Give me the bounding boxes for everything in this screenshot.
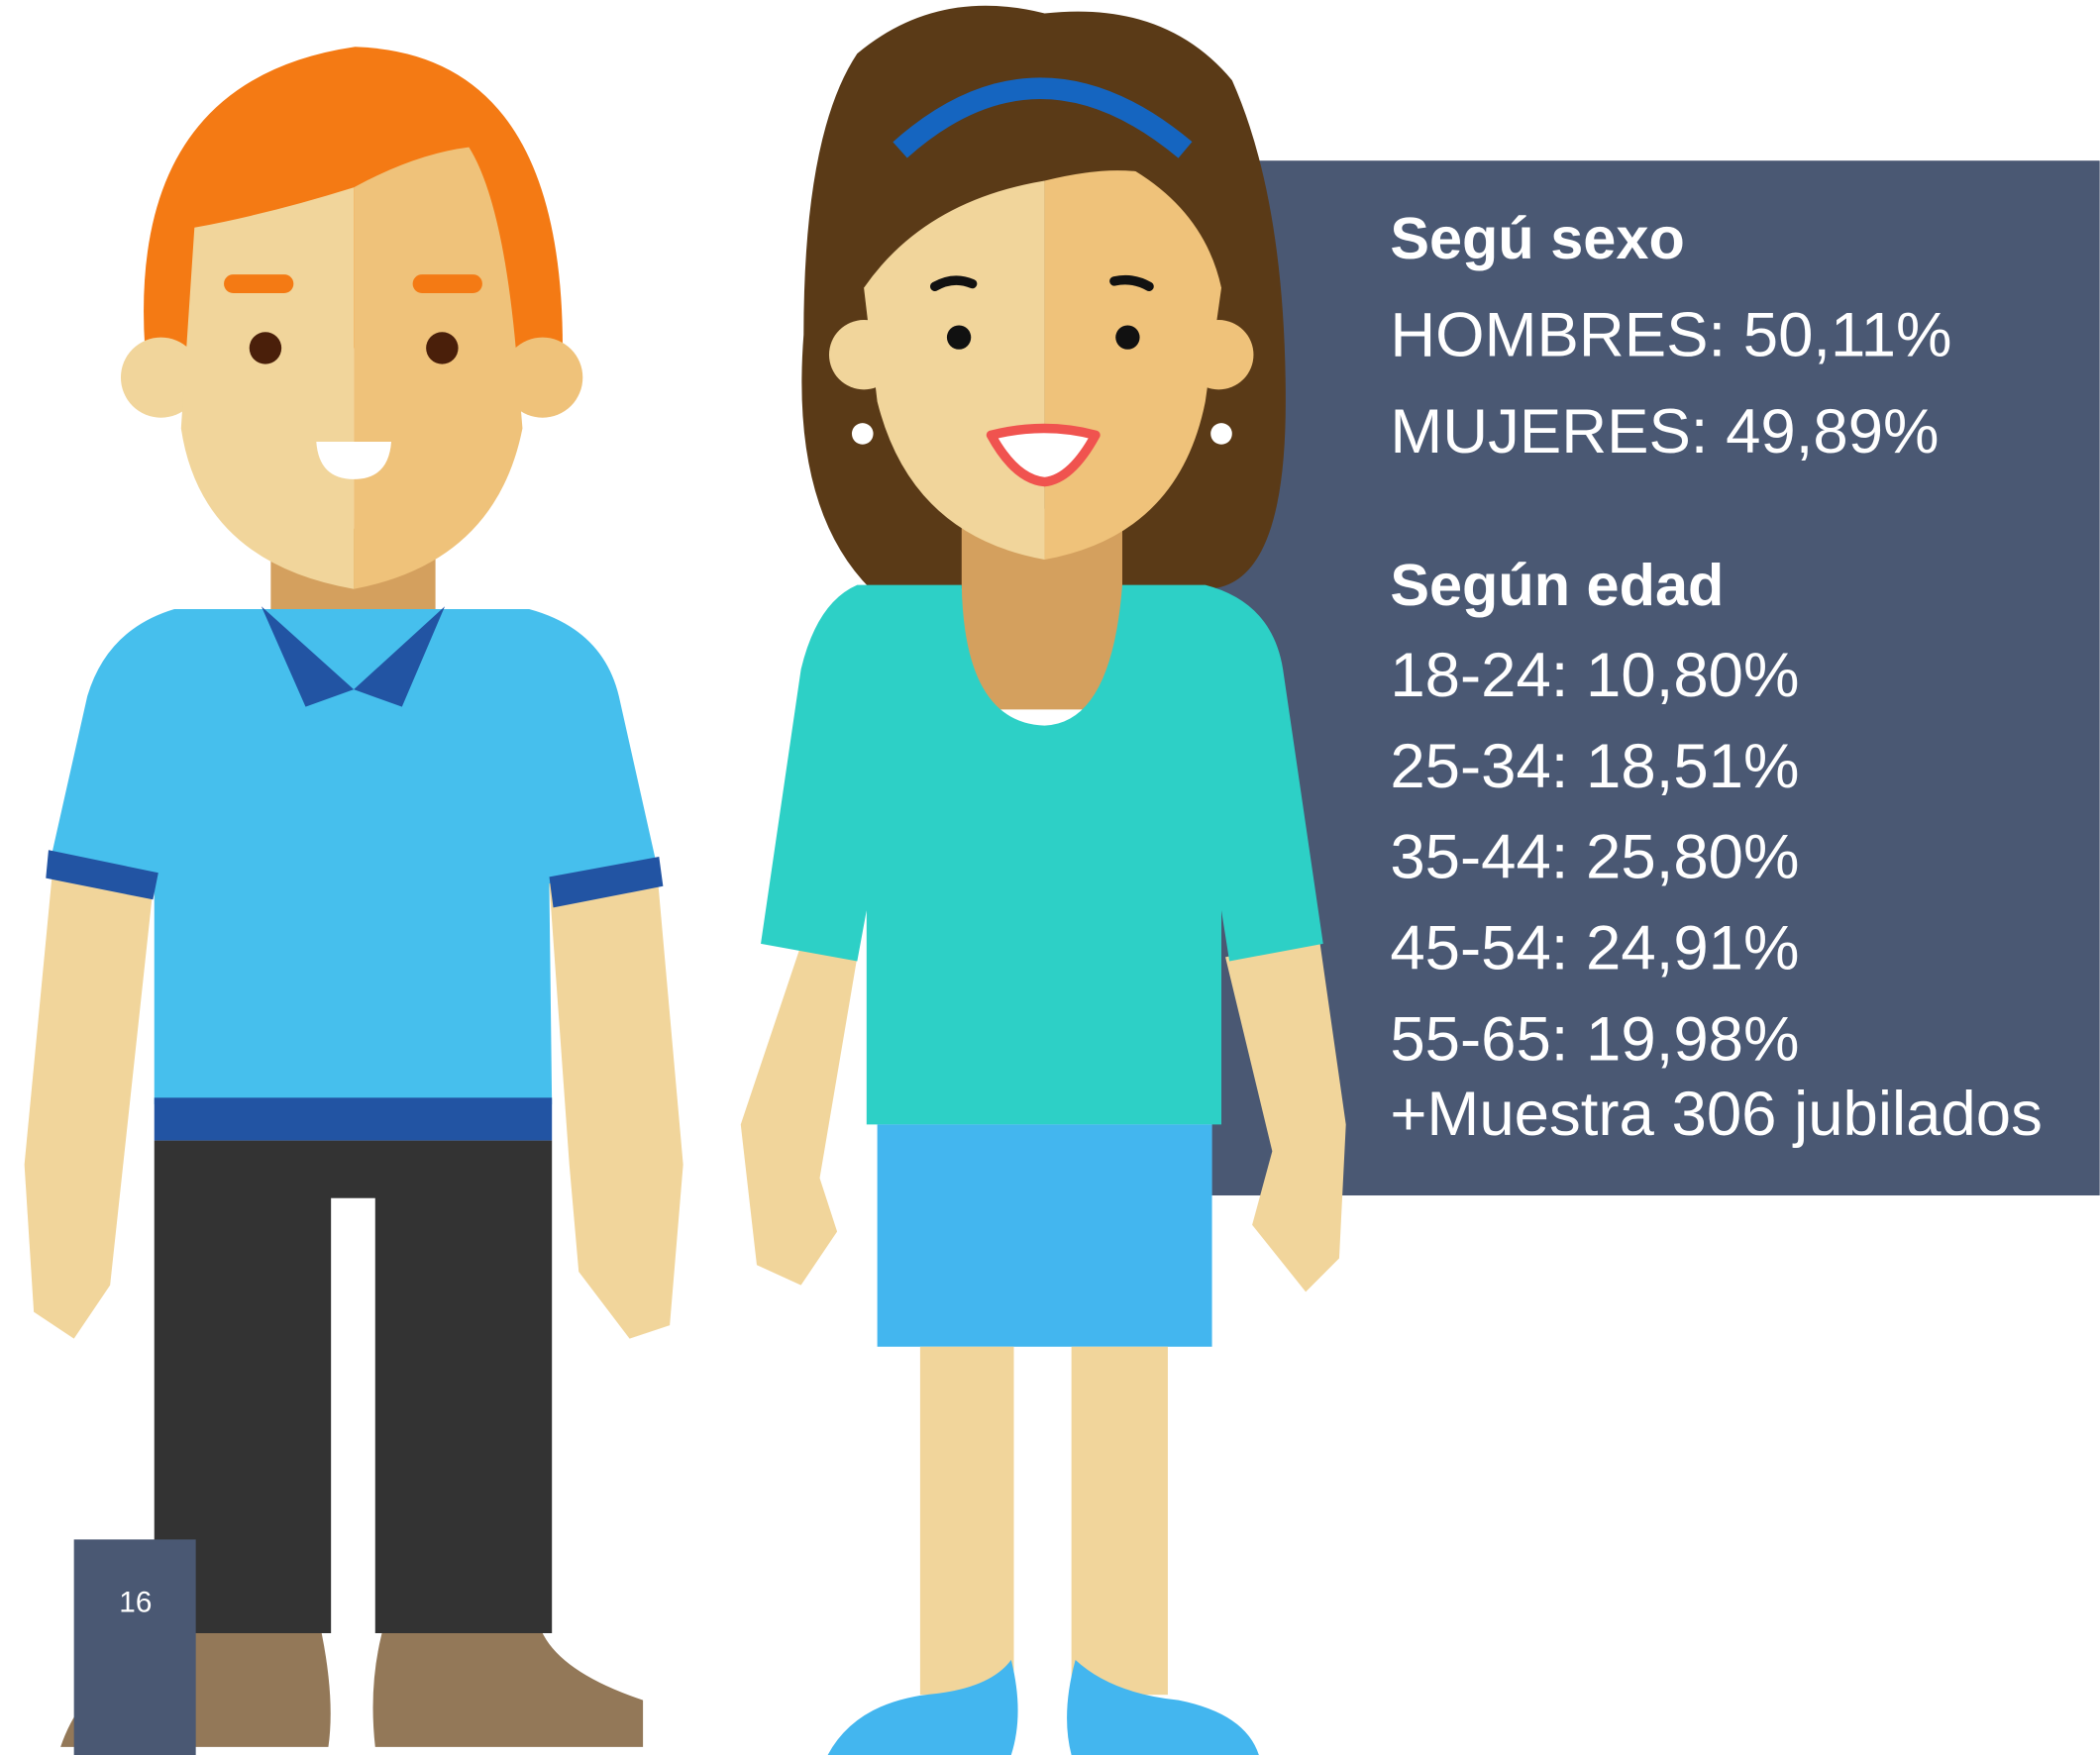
- belt: [155, 1097, 552, 1140]
- stat-line: MUJERES: 49,89%: [1390, 396, 1939, 466]
- leg: [920, 1347, 1014, 1695]
- eye: [947, 325, 971, 349]
- eyebrow: [413, 274, 482, 293]
- right-arm: [549, 864, 682, 1339]
- page-number: 16: [119, 1586, 152, 1618]
- page: 16 Segú sexo HOMBRES: 50,11% MUJERES: 49…: [0, 0, 2100, 1755]
- face-left: [181, 187, 354, 588]
- eye: [426, 332, 458, 363]
- woman-figure: [741, 6, 1346, 1755]
- stat-line: +Muestra 306 jubilados: [1390, 1079, 2043, 1149]
- section-heading: Segú sexo: [1390, 205, 1684, 271]
- earring: [1210, 423, 1232, 445]
- stat-line: HOMBRES: 50,11%: [1390, 300, 1951, 370]
- man-figure: [25, 47, 683, 1747]
- eye: [250, 332, 281, 363]
- leg: [1072, 1347, 1168, 1695]
- stat-line: 18-24: 10,80%: [1390, 640, 1799, 710]
- page-number-box: [74, 1539, 196, 1755]
- eyebrow: [224, 274, 293, 293]
- left-arm: [741, 937, 858, 1285]
- stat-line: 45-54: 24,91%: [1390, 913, 1799, 983]
- stat-line: 35-44: 25,80%: [1390, 822, 1799, 892]
- section-heading: Según edad: [1390, 552, 1724, 618]
- right-shoe: [373, 1633, 644, 1747]
- eye: [1115, 325, 1139, 349]
- skirt: [878, 1124, 1212, 1346]
- earring: [852, 423, 874, 445]
- stat-line: 55-65: 19,98%: [1390, 1003, 1799, 1074]
- left-arm: [25, 857, 155, 1339]
- stat-line: 25-34: 18,51%: [1390, 731, 1799, 801]
- infographic: 16 Segú sexo HOMBRES: 50,11% MUJERES: 49…: [0, 0, 2100, 1755]
- leg-gap: [331, 1198, 375, 1633]
